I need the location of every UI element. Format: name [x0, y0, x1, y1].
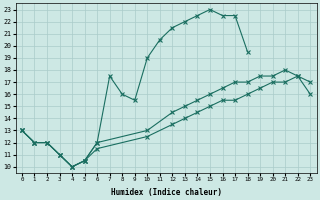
X-axis label: Humidex (Indice chaleur): Humidex (Indice chaleur): [111, 188, 221, 197]
